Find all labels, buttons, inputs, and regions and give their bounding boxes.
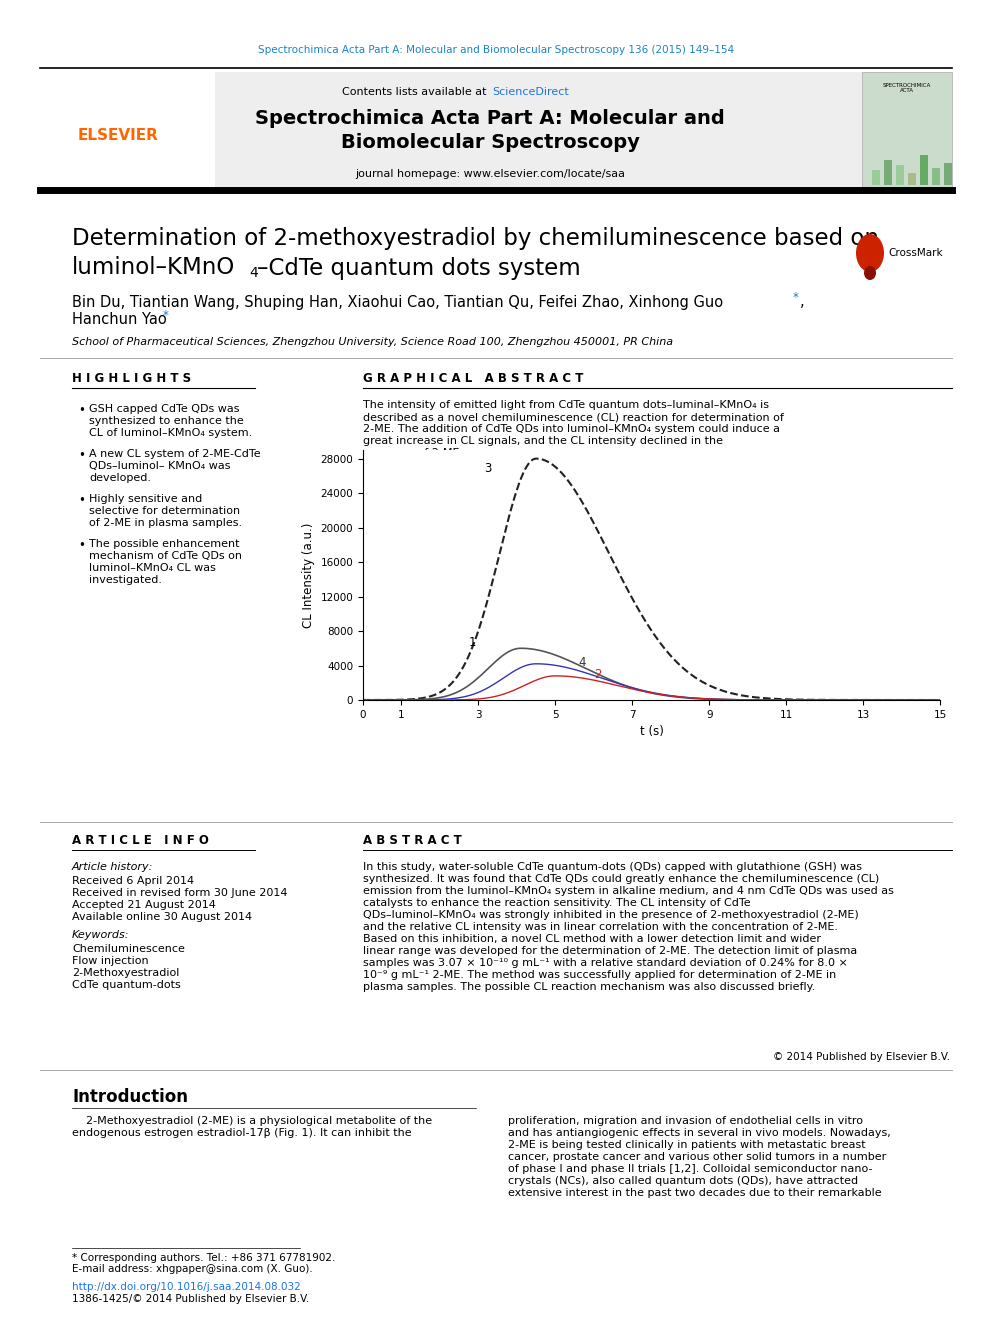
Text: mechanism of CdTe QDs on: mechanism of CdTe QDs on	[89, 550, 242, 561]
Text: great increase in CL signals, and the CL intensity declined in the: great increase in CL signals, and the CL…	[363, 437, 723, 446]
Bar	[908, 172, 916, 185]
Text: –CdTe quantum dots system: –CdTe quantum dots system	[257, 257, 580, 279]
Text: © 2014 Published by Elsevier B.V.: © 2014 Published by Elsevier B.V.	[773, 1052, 950, 1062]
Text: GSH capped CdTe QDs was: GSH capped CdTe QDs was	[89, 404, 239, 414]
Text: A R T I C L E   I N F O: A R T I C L E I N F O	[72, 833, 209, 847]
Text: emission from the luminol–KMnO₄ system in alkaline medium, and 4 nm CdTe QDs was: emission from the luminol–KMnO₄ system i…	[363, 886, 894, 896]
Bar	[896, 165, 904, 185]
Text: A new CL system of 2-ME-CdTe: A new CL system of 2-ME-CdTe	[89, 448, 261, 459]
Text: Highly sensitive and: Highly sensitive and	[89, 493, 202, 504]
Text: Contents lists available at: Contents lists available at	[342, 87, 490, 97]
Text: 1: 1	[469, 635, 476, 648]
Bar	[884, 160, 892, 185]
Text: A B S T R A C T: A B S T R A C T	[363, 833, 461, 847]
Text: 2-Methoxyestradiol: 2-Methoxyestradiol	[72, 968, 180, 978]
Text: Keywords:: Keywords:	[72, 930, 130, 941]
Text: samples was 3.07 × 10⁻¹⁰ g mL⁻¹ with a relative standard deviation of 0.24% for : samples was 3.07 × 10⁻¹⁰ g mL⁻¹ with a r…	[363, 958, 848, 968]
Bar	[872, 169, 880, 185]
Text: The possible enhancement: The possible enhancement	[89, 538, 239, 549]
Bar	[944, 163, 952, 185]
Text: The intensity of emitted light from CdTe quantum dots–luminal–KMnO₄ is: The intensity of emitted light from CdTe…	[363, 400, 769, 410]
Text: QDs–luminol–KMnO₄ was strongly inhibited in the presence of 2-methoxyestradiol (: QDs–luminol–KMnO₄ was strongly inhibited…	[363, 910, 859, 919]
Text: Bin Du, Tiantian Wang, Shuping Han, Xiaohui Cao, Tiantian Qu, Feifei Zhao, Xinho: Bin Du, Tiantian Wang, Shuping Han, Xiao…	[72, 295, 723, 310]
Text: In this study, water-soluble CdTe quantum-dots (QDs) capped with glutathione (GS: In this study, water-soluble CdTe quantu…	[363, 863, 862, 872]
Text: 2: 2	[594, 668, 601, 681]
Bar	[920, 155, 928, 185]
Text: 10⁻⁹ g mL⁻¹ 2-ME. The method was successfully applied for determination of 2-ME : 10⁻⁹ g mL⁻¹ 2-ME. The method was success…	[363, 970, 836, 980]
Text: Based on this inhibition, a novel CL method with a lower detection limit and wid: Based on this inhibition, a novel CL met…	[363, 934, 821, 945]
Text: ELSEVIER: ELSEVIER	[77, 127, 159, 143]
Text: Biomolecular Spectroscopy: Biomolecular Spectroscopy	[340, 132, 640, 152]
Text: crystals (NCs), also called quantum dots (QDs), have attracted: crystals (NCs), also called quantum dots…	[508, 1176, 858, 1185]
Text: Introduction: Introduction	[72, 1088, 188, 1106]
Text: E-mail address: xhgpaper@sina.com (X. Guo).: E-mail address: xhgpaper@sina.com (X. Gu…	[72, 1263, 312, 1274]
Text: Received 6 April 2014: Received 6 April 2014	[72, 876, 194, 886]
Text: plasma samples. The possible CL reaction mechanism was also discussed briefly.: plasma samples. The possible CL reaction…	[363, 982, 815, 992]
Text: 2-ME is being tested clinically in patients with metastatic breast: 2-ME is being tested clinically in patie…	[508, 1140, 866, 1150]
Text: Article history:: Article history:	[72, 863, 154, 872]
FancyBboxPatch shape	[862, 71, 952, 191]
Text: Hanchun Yao: Hanchun Yao	[72, 311, 167, 327]
Text: and the relative CL intensity was in linear correlation with the concentration o: and the relative CL intensity was in lin…	[363, 922, 838, 931]
Text: SPECTROCHIMICA
ACTA: SPECTROCHIMICA ACTA	[883, 82, 931, 94]
Text: 4: 4	[249, 266, 258, 280]
Text: Determination of 2-methoxyestradiol by chemiluminescence based on: Determination of 2-methoxyestradiol by c…	[72, 226, 879, 250]
Bar	[932, 168, 940, 185]
Text: Flow injection: Flow injection	[72, 957, 149, 966]
Text: G R A P H I C A L   A B S T R A C T: G R A P H I C A L A B S T R A C T	[363, 372, 583, 385]
Text: * Corresponding authors. Tel.: +86 371 67781902.: * Corresponding authors. Tel.: +86 371 6…	[72, 1253, 335, 1263]
Text: Received in revised form 30 June 2014: Received in revised form 30 June 2014	[72, 888, 288, 898]
Text: developed.: developed.	[89, 474, 151, 483]
Text: CdTe quantum-dots: CdTe quantum-dots	[72, 980, 181, 990]
Text: synthesized to enhance the: synthesized to enhance the	[89, 415, 244, 426]
Text: 3: 3	[484, 462, 492, 475]
Text: journal homepage: www.elsevier.com/locate/saa: journal homepage: www.elsevier.com/locat…	[355, 169, 625, 179]
Text: CrossMark: CrossMark	[888, 247, 942, 258]
Text: 4: 4	[578, 655, 586, 668]
Text: luminol–KMnO: luminol–KMnO	[72, 257, 235, 279]
Text: proliferation, migration and invasion of endothelial cells in vitro: proliferation, migration and invasion of…	[508, 1117, 863, 1126]
Text: synthesized. It was found that CdTe QDs could greatly enhance the chemiluminesce: synthesized. It was found that CdTe QDs …	[363, 875, 879, 884]
Text: •: •	[78, 493, 85, 507]
Text: Chemiluminescence: Chemiluminescence	[72, 945, 185, 954]
Ellipse shape	[864, 266, 876, 280]
Text: presence of 2-ME: presence of 2-ME	[363, 448, 459, 458]
Text: cancer, prostate cancer and various other solid tumors in a number: cancer, prostate cancer and various othe…	[508, 1152, 886, 1162]
Text: luminol–KMnO₄ CL was: luminol–KMnO₄ CL was	[89, 564, 216, 573]
Text: •: •	[78, 404, 85, 417]
Text: selective for determination: selective for determination	[89, 505, 240, 516]
Text: 2-ME. The addition of CdTe QDs into luminol–KMnO₄ system could induce a: 2-ME. The addition of CdTe QDs into lumi…	[363, 423, 780, 434]
Text: 1386-1425/© 2014 Published by Elsevier B.V.: 1386-1425/© 2014 Published by Elsevier B…	[72, 1294, 310, 1304]
Text: described as a novel chemiluminescence (CL) reaction for determination of: described as a novel chemiluminescence (…	[363, 411, 784, 422]
Text: endogenous estrogen estradiol-17β (Fig. 1). It can inhibit the: endogenous estrogen estradiol-17β (Fig. …	[72, 1129, 412, 1138]
Text: extensive interest in the past two decades due to their remarkable: extensive interest in the past two decad…	[508, 1188, 882, 1199]
Text: H I G H L I G H T S: H I G H L I G H T S	[72, 372, 191, 385]
Text: 2-Methoxyestradiol (2-ME) is a physiological metabolite of the: 2-Methoxyestradiol (2-ME) is a physiolog…	[72, 1117, 433, 1126]
FancyBboxPatch shape	[40, 71, 892, 191]
Text: http://dx.doi.org/10.1016/j.saa.2014.08.032: http://dx.doi.org/10.1016/j.saa.2014.08.…	[72, 1282, 301, 1293]
Text: ScienceDirect: ScienceDirect	[492, 87, 568, 97]
Text: investigated.: investigated.	[89, 576, 162, 585]
FancyBboxPatch shape	[40, 71, 215, 191]
Text: linear range was developed for the determination of 2-ME. The detection limit of: linear range was developed for the deter…	[363, 946, 857, 957]
Text: catalysts to enhance the reaction sensitivity. The CL intensity of CdTe: catalysts to enhance the reaction sensit…	[363, 898, 751, 908]
Text: School of Pharmaceutical Sciences, Zhengzhou University, Science Road 100, Zheng: School of Pharmaceutical Sciences, Zheng…	[72, 337, 674, 347]
Text: Accepted 21 August 2014: Accepted 21 August 2014	[72, 900, 216, 910]
Text: CL of luminol–KMnO₄ system.: CL of luminol–KMnO₄ system.	[89, 429, 252, 438]
Y-axis label: CL Intensity (a.u.): CL Intensity (a.u.)	[302, 523, 315, 627]
Text: *: *	[163, 308, 169, 321]
Text: Spectrochimica Acta Part A: Molecular and Biomolecular Spectroscopy 136 (2015) 1: Spectrochimica Acta Part A: Molecular an…	[258, 45, 734, 56]
Text: ,: ,	[800, 295, 805, 310]
X-axis label: t (s): t (s)	[640, 725, 664, 738]
Text: of phase I and phase II trials [1,2]. Colloidal semiconductor nano-: of phase I and phase II trials [1,2]. Co…	[508, 1164, 873, 1174]
Text: •: •	[78, 538, 85, 552]
Text: Spectrochimica Acta Part A: Molecular and: Spectrochimica Acta Part A: Molecular an…	[255, 108, 725, 127]
Text: •: •	[78, 448, 85, 462]
Ellipse shape	[856, 234, 884, 273]
Text: *: *	[793, 291, 799, 304]
Text: QDs–luminol– KMnO₄ was: QDs–luminol– KMnO₄ was	[89, 460, 230, 471]
Text: Available online 30 August 2014: Available online 30 August 2014	[72, 912, 252, 922]
Text: and has antiangiogenic effects in several in vivo models. Nowadays,: and has antiangiogenic effects in severa…	[508, 1129, 891, 1138]
Text: of 2-ME in plasma samples.: of 2-ME in plasma samples.	[89, 519, 242, 528]
